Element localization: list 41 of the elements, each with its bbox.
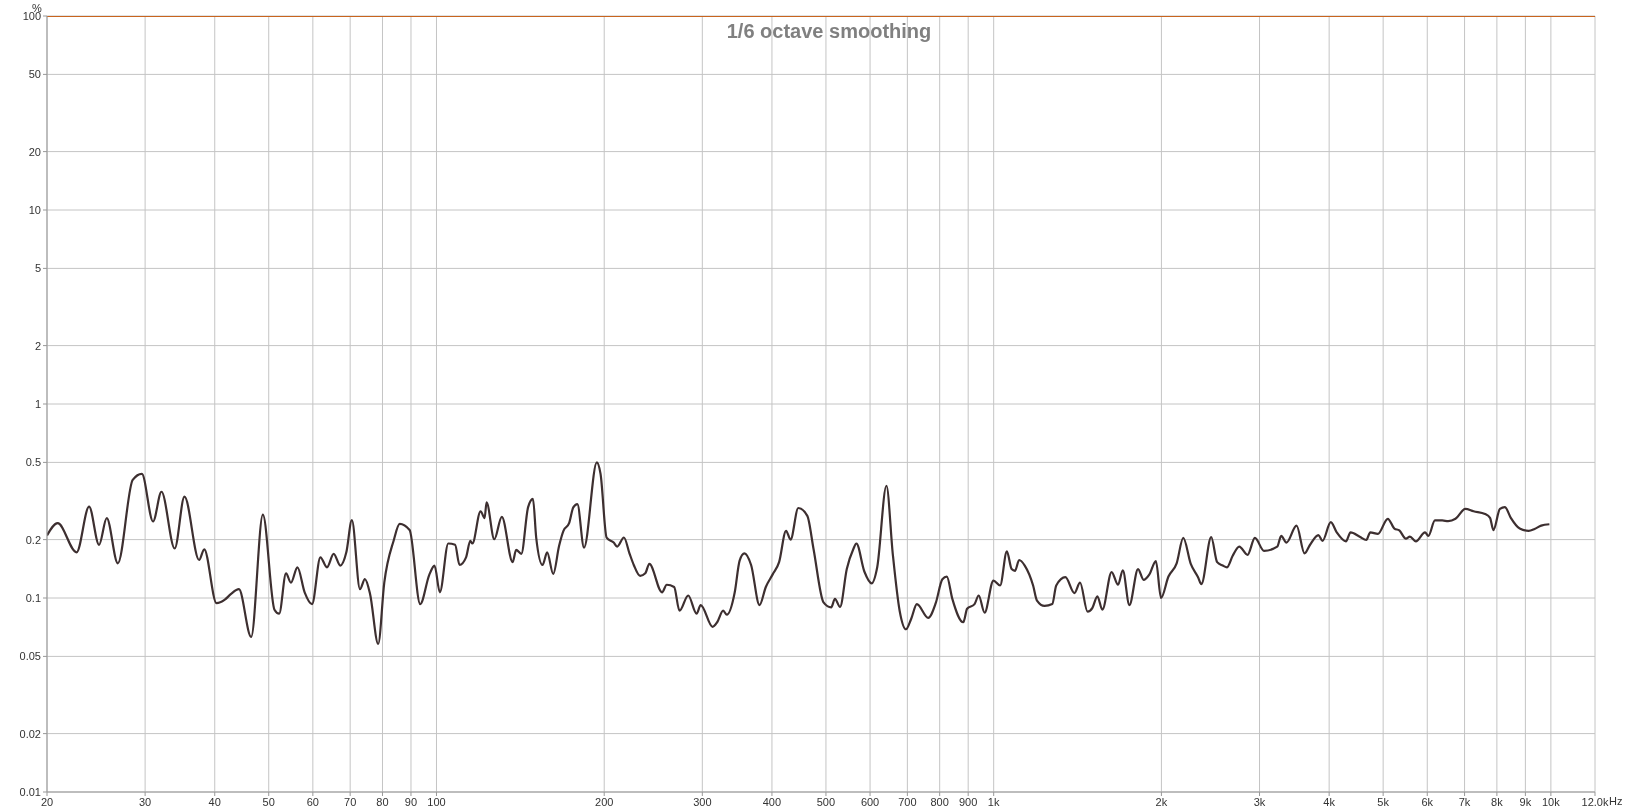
x-tick-label: 40 (208, 795, 221, 808)
y-tick-label: 5 (34, 262, 41, 275)
x-tick-label: 1k (987, 795, 1000, 808)
y-tick-label: 20 (28, 145, 41, 158)
x-tick-label: 2k (1155, 795, 1168, 808)
x-tick-label: 200 (595, 795, 614, 808)
y-tick-label: 10 (28, 203, 41, 216)
chart-title: 1/6 octave smoothing (725, 20, 933, 43)
y-tick-label: 2 (34, 339, 41, 352)
y-tick-label: 0.02 (19, 727, 41, 740)
y-tick-label: 0.5 (25, 456, 41, 469)
x-tick-label: 7k (1458, 795, 1471, 808)
x-axis-title: Hz (1609, 795, 1623, 807)
y-tick-label: 0.1 (25, 591, 41, 604)
x-tick-label: 10k (1542, 795, 1561, 808)
x-tick-label: 80 (376, 795, 389, 808)
y-tick-label: 1 (34, 397, 41, 410)
x-tick-label: 600 (860, 795, 880, 808)
x-tick-label: 30 (138, 795, 152, 808)
x-tick-label: 70 (344, 795, 357, 808)
x-tick-label: 8k (1491, 795, 1504, 808)
x-tick-label: 700 (898, 795, 917, 808)
x-tick-label: 900 (959, 795, 978, 808)
x-tick-label: 300 (693, 795, 712, 808)
x-tick-label: 6k (1421, 795, 1434, 808)
x-tick-label: 60 (306, 795, 319, 808)
x-tick-label: 500 (816, 795, 836, 808)
x-tick-label: 12.0k (1581, 795, 1609, 808)
y-tick-label: 0.2 (25, 533, 41, 546)
x-tick-label: 400 (762, 795, 782, 808)
y-tick-label: 0.01 (19, 785, 41, 798)
x-tick-label: 9k (1519, 795, 1532, 808)
x-tick-label: 100 (427, 795, 446, 808)
x-tick-label: 800 (930, 795, 949, 808)
x-tick-label: 4k (1323, 795, 1336, 808)
x-tick-label: 5k (1377, 795, 1390, 808)
y-tick-label: 50 (28, 68, 41, 81)
x-tick-label: 90 (404, 795, 418, 808)
x-tick-label: 3k (1253, 795, 1266, 808)
y-tick-label: 0.05 (19, 650, 41, 663)
x-tick-label: 50 (262, 795, 275, 808)
